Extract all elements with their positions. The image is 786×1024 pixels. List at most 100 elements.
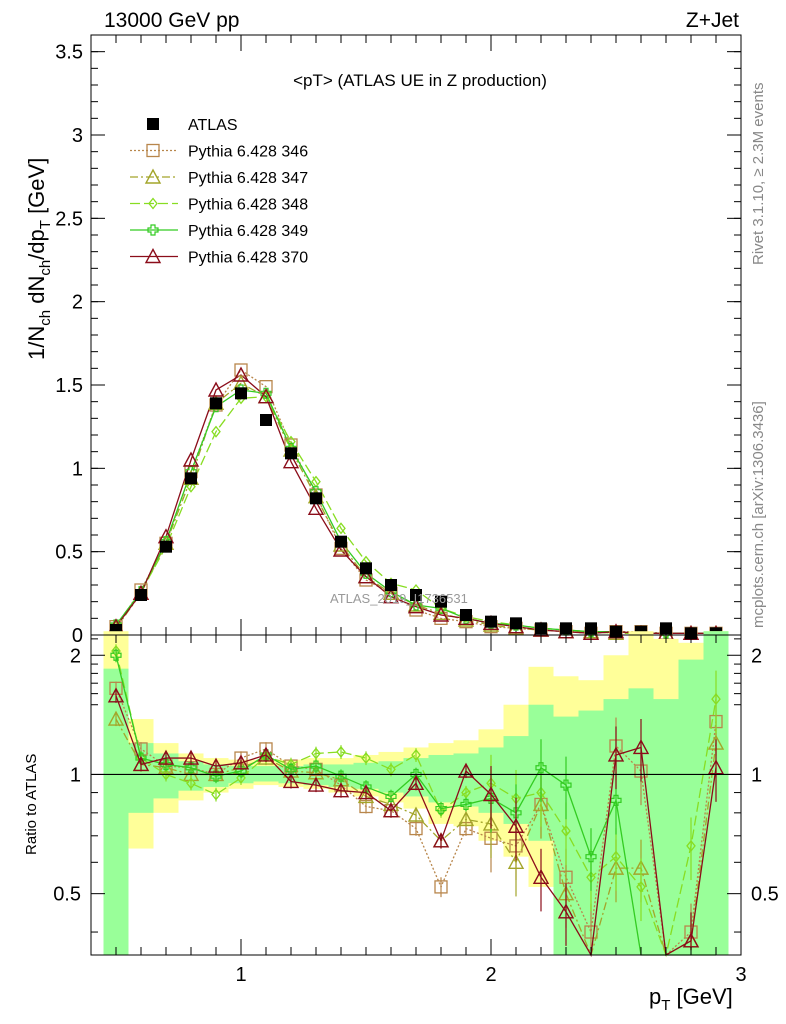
ratio-point bbox=[510, 807, 522, 819]
series-point bbox=[186, 480, 196, 493]
ratio-point bbox=[557, 903, 575, 919]
legend-label: ATLAS bbox=[188, 117, 238, 134]
series-point bbox=[257, 388, 275, 404]
ratio-point bbox=[560, 779, 572, 791]
series-point bbox=[336, 522, 346, 535]
ratio-point bbox=[585, 851, 597, 863]
ratio-y-tick-label-right: 1 bbox=[751, 764, 762, 786]
main-y-tick-label: 1 bbox=[72, 458, 83, 480]
series-point bbox=[407, 598, 425, 614]
series-point bbox=[432, 606, 450, 622]
mcplots-label: mcplots.cern.ch [arXiv:1306.3436] bbox=[750, 401, 767, 628]
rivet-label: Rivet 3.1.10, ≥ 2.3M events bbox=[750, 83, 767, 266]
ratio-point bbox=[435, 802, 447, 815]
legend-label: Pythia 6.428 349 bbox=[188, 223, 308, 240]
ratio-point bbox=[707, 759, 725, 775]
atlas-point bbox=[210, 397, 222, 410]
series-point bbox=[207, 381, 225, 397]
main-y-axis-label: 1/Nch dNch/dpT [GeV] bbox=[24, 158, 54, 360]
atlas-point bbox=[310, 492, 322, 505]
atlas-point bbox=[510, 617, 522, 630]
ratio-point bbox=[482, 786, 500, 802]
series-point bbox=[182, 451, 200, 467]
ratio-point bbox=[360, 781, 372, 793]
ratio-point bbox=[507, 817, 525, 833]
ratio-point bbox=[507, 853, 525, 870]
ratio-point bbox=[711, 693, 721, 706]
ratio-point bbox=[211, 788, 221, 801]
ratio-y-tick-label-right: 2 bbox=[751, 645, 762, 667]
atlas-point bbox=[135, 589, 147, 601]
atlas-point bbox=[360, 562, 372, 575]
ratio-point bbox=[636, 880, 646, 893]
atlas-point bbox=[235, 387, 247, 400]
ratio-point bbox=[186, 777, 196, 790]
legend-marker bbox=[147, 224, 159, 236]
ratio-point bbox=[607, 746, 625, 762]
x-tick-label: 1 bbox=[235, 964, 246, 986]
series-point bbox=[282, 453, 300, 469]
ratio-point bbox=[461, 786, 471, 799]
ratio-point bbox=[361, 752, 371, 765]
ratio-point bbox=[160, 758, 172, 771]
legend-label: Pythia 6.428 347 bbox=[188, 170, 308, 187]
series-point bbox=[382, 584, 400, 601]
green-band-segment bbox=[253, 766, 279, 782]
atlas-point bbox=[410, 589, 422, 601]
series-point bbox=[307, 499, 325, 516]
ratio-y-tick-label: 0.5 bbox=[53, 884, 81, 906]
ratio-point bbox=[207, 757, 225, 773]
process-label: Z+Jet bbox=[686, 9, 739, 32]
legend-label: Pythia 6.428 348 bbox=[188, 197, 308, 214]
ratio-point bbox=[535, 762, 547, 774]
ratio-point bbox=[232, 754, 250, 770]
main-y-tick-label: 3 bbox=[72, 125, 83, 147]
series-point bbox=[286, 435, 296, 448]
atlas-point bbox=[585, 622, 597, 635]
ratio-point bbox=[307, 776, 325, 792]
ratio-y-axis-label: Ratio to ATLAS bbox=[23, 754, 40, 855]
ratio-point bbox=[382, 802, 400, 818]
ratio-point bbox=[332, 782, 350, 798]
ratio-point bbox=[407, 806, 425, 822]
ratio-bands bbox=[103, 631, 729, 955]
svg-text:1/Nch dNch/dpT [GeV]: 1/Nch dNch/dpT [GeV] bbox=[24, 158, 54, 360]
atlas-point bbox=[485, 615, 497, 628]
ratio-point bbox=[110, 649, 122, 661]
series-point bbox=[232, 366, 250, 382]
legend-label: Pythia 6.428 346 bbox=[188, 144, 308, 161]
series-point bbox=[332, 541, 350, 557]
ratio-point bbox=[185, 762, 197, 774]
ratio-point bbox=[182, 749, 200, 765]
analysis-watermark: ATLAS_2019_I1736531 bbox=[330, 591, 468, 606]
ratio-point bbox=[107, 687, 125, 703]
atlas-point bbox=[535, 622, 547, 635]
ratio-point bbox=[357, 787, 375, 804]
ratio-point bbox=[432, 832, 450, 848]
main-y-tick-label: 3.5 bbox=[55, 42, 83, 64]
legend: ATLAS Pythia 6.428 346 Pythia 6.428 347 Pyt… bbox=[130, 117, 308, 267]
ratio-point bbox=[686, 839, 696, 852]
legend-marker bbox=[148, 197, 158, 210]
legend-marker bbox=[146, 143, 160, 158]
green-band-segment bbox=[653, 699, 679, 955]
atlas-point bbox=[685, 627, 697, 640]
main-y-tick-label: 2 bbox=[72, 292, 83, 314]
ratio-point bbox=[682, 932, 700, 948]
legend-marker bbox=[144, 168, 162, 184]
main-y-tick-label: 2.5 bbox=[55, 208, 83, 230]
legend-label: Pythia 6.428 370 bbox=[188, 250, 308, 267]
x-tick-label: 2 bbox=[485, 964, 496, 986]
ratio-point bbox=[460, 798, 472, 811]
series-point bbox=[407, 596, 425, 612]
ratio-point bbox=[357, 784, 375, 800]
atlas-point bbox=[335, 535, 347, 548]
ratio-point bbox=[561, 824, 571, 837]
ratio-point bbox=[632, 738, 650, 755]
ratio-point bbox=[411, 748, 421, 762]
ratio-point bbox=[107, 710, 125, 726]
ratio-point bbox=[135, 752, 147, 764]
ratio-point bbox=[434, 880, 448, 894]
ratio-point bbox=[257, 746, 275, 762]
